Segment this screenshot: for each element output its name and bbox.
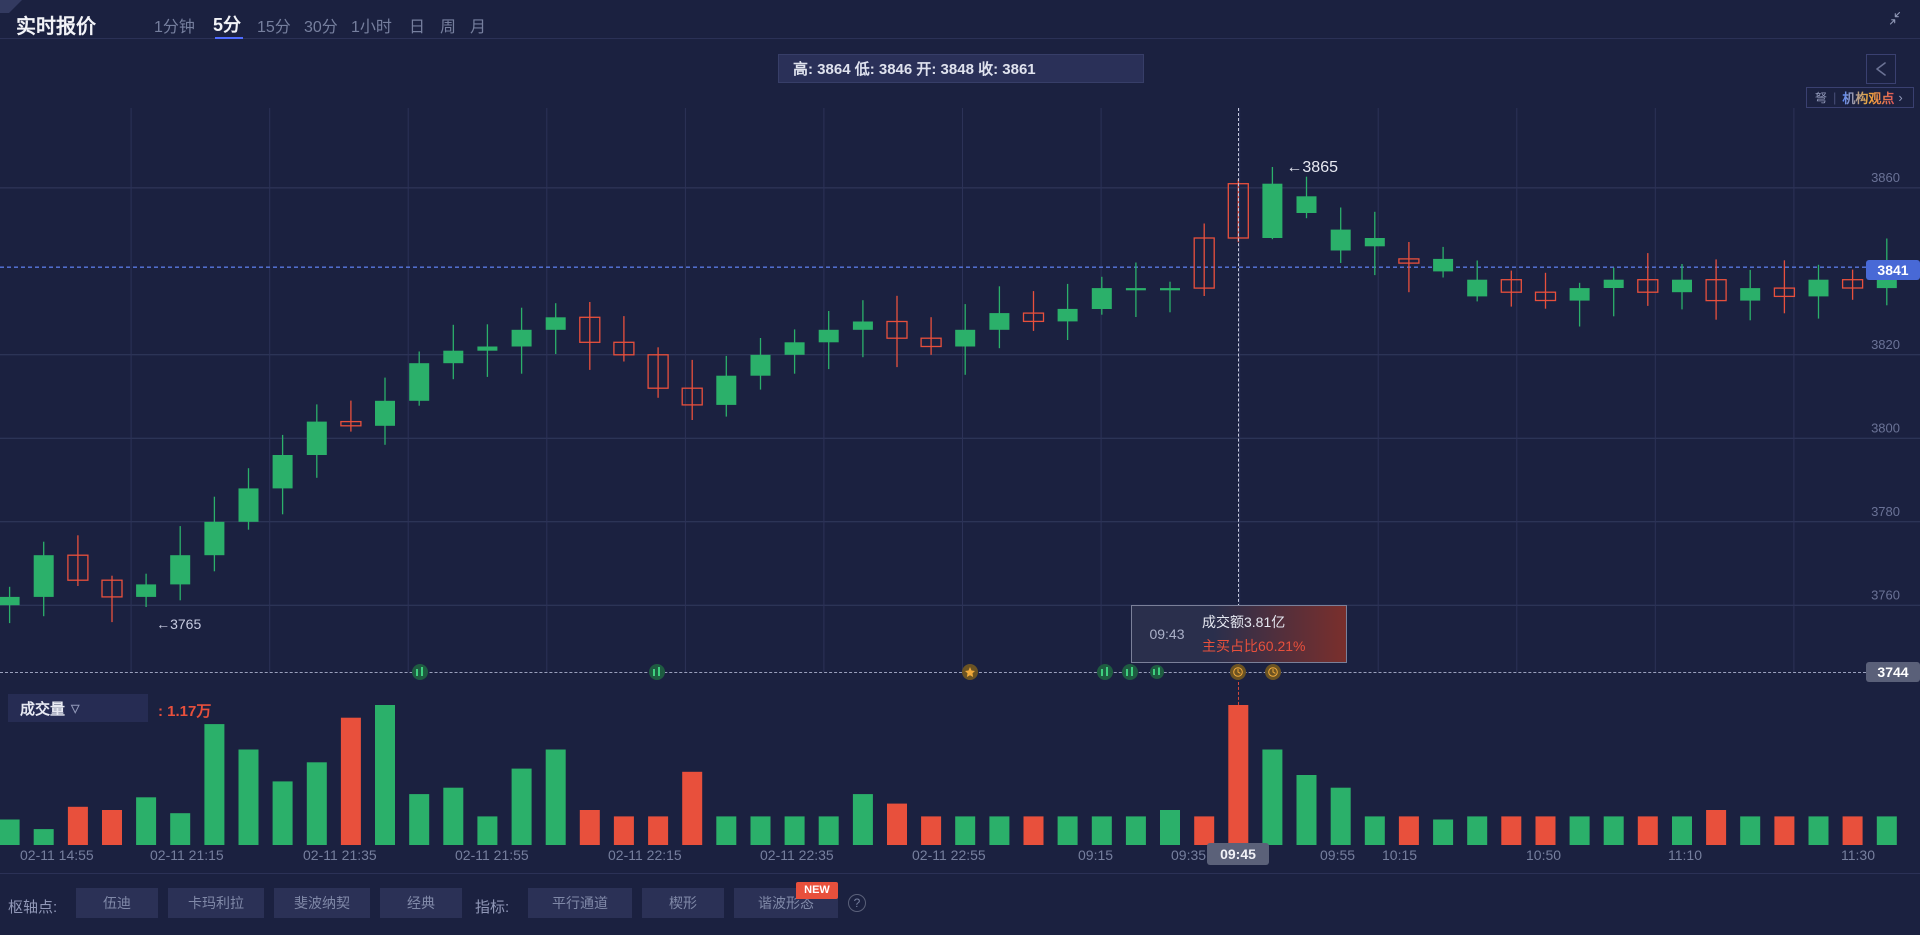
svg-text:3800: 3800 bbox=[1871, 420, 1900, 435]
svg-text:←3865: ←3865 bbox=[1286, 159, 1338, 176]
svg-text:3780: 3780 bbox=[1871, 504, 1900, 519]
svg-text:3760: 3760 bbox=[1871, 587, 1900, 602]
svg-text:←3765: ←3765 bbox=[156, 616, 201, 632]
svg-text:3860: 3860 bbox=[1871, 170, 1900, 185]
svg-text:3820: 3820 bbox=[1871, 337, 1900, 352]
